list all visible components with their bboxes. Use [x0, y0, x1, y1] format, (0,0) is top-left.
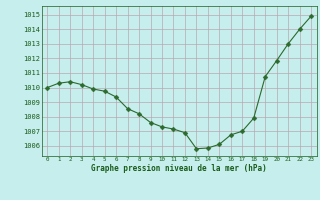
X-axis label: Graphe pression niveau de la mer (hPa): Graphe pression niveau de la mer (hPa): [91, 164, 267, 173]
